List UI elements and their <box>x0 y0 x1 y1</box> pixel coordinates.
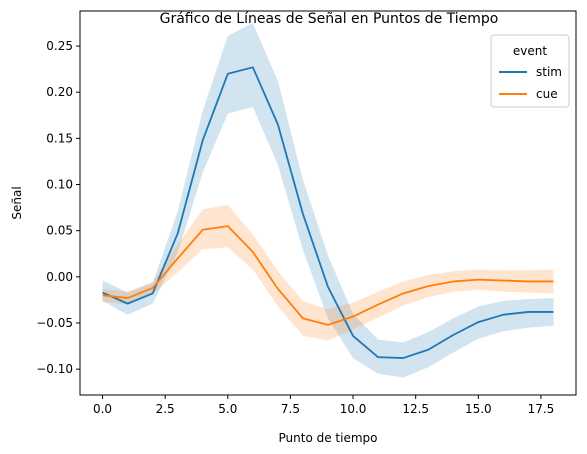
series-line-cue <box>102 225 554 326</box>
legend-box <box>490 34 570 108</box>
y-tick-label: −0.05 <box>36 316 73 330</box>
x-tick-label: 7.5 <box>281 402 300 416</box>
x-axis-label: Punto de tiempo <box>279 431 378 445</box>
y-axis: −0.10 −0.05 0.00 0.05 0.10 0.15 0.20 0.25 <box>36 39 80 376</box>
x-tick-label: 12.5 <box>402 402 429 416</box>
plot-area <box>102 23 554 378</box>
x-tick-label: 17.5 <box>528 402 555 416</box>
y-tick-label: 0.00 <box>46 270 73 284</box>
x-tick-label: 5.0 <box>218 402 237 416</box>
band-cue <box>102 204 554 341</box>
y-tick-label: 0.15 <box>46 131 73 145</box>
x-tick-label: 2.5 <box>156 402 175 416</box>
series-lines <box>102 66 554 359</box>
y-tick-label: 0.20 <box>46 85 73 99</box>
y-tick-label: −0.10 <box>36 362 73 376</box>
y-tick-label: 0.05 <box>46 224 73 238</box>
chart-title: Gráfico de Líneas de Señal en Puntos de … <box>160 11 499 27</box>
legend-label-cue: cue <box>536 87 558 101</box>
x-tick-label: 0.0 <box>93 402 112 416</box>
y-tick-label: 0.10 <box>46 178 73 192</box>
y-axis-label: Señal <box>10 186 24 219</box>
x-axis: 0.0 2.5 5.0 7.5 10.0 12.5 15.0 17.5 <box>93 395 554 416</box>
series-line-stim <box>102 66 554 359</box>
x-tick-label: 15.0 <box>465 402 492 416</box>
band-stim <box>102 23 554 378</box>
legend-title: event <box>513 44 547 58</box>
confidence-bands <box>102 23 554 378</box>
legend: event stim cue <box>490 34 570 108</box>
x-tick-label: 10.0 <box>340 402 367 416</box>
legend-label-stim: stim <box>536 65 562 79</box>
y-tick-label: 0.25 <box>46 39 73 53</box>
plot-frame <box>79 10 577 396</box>
